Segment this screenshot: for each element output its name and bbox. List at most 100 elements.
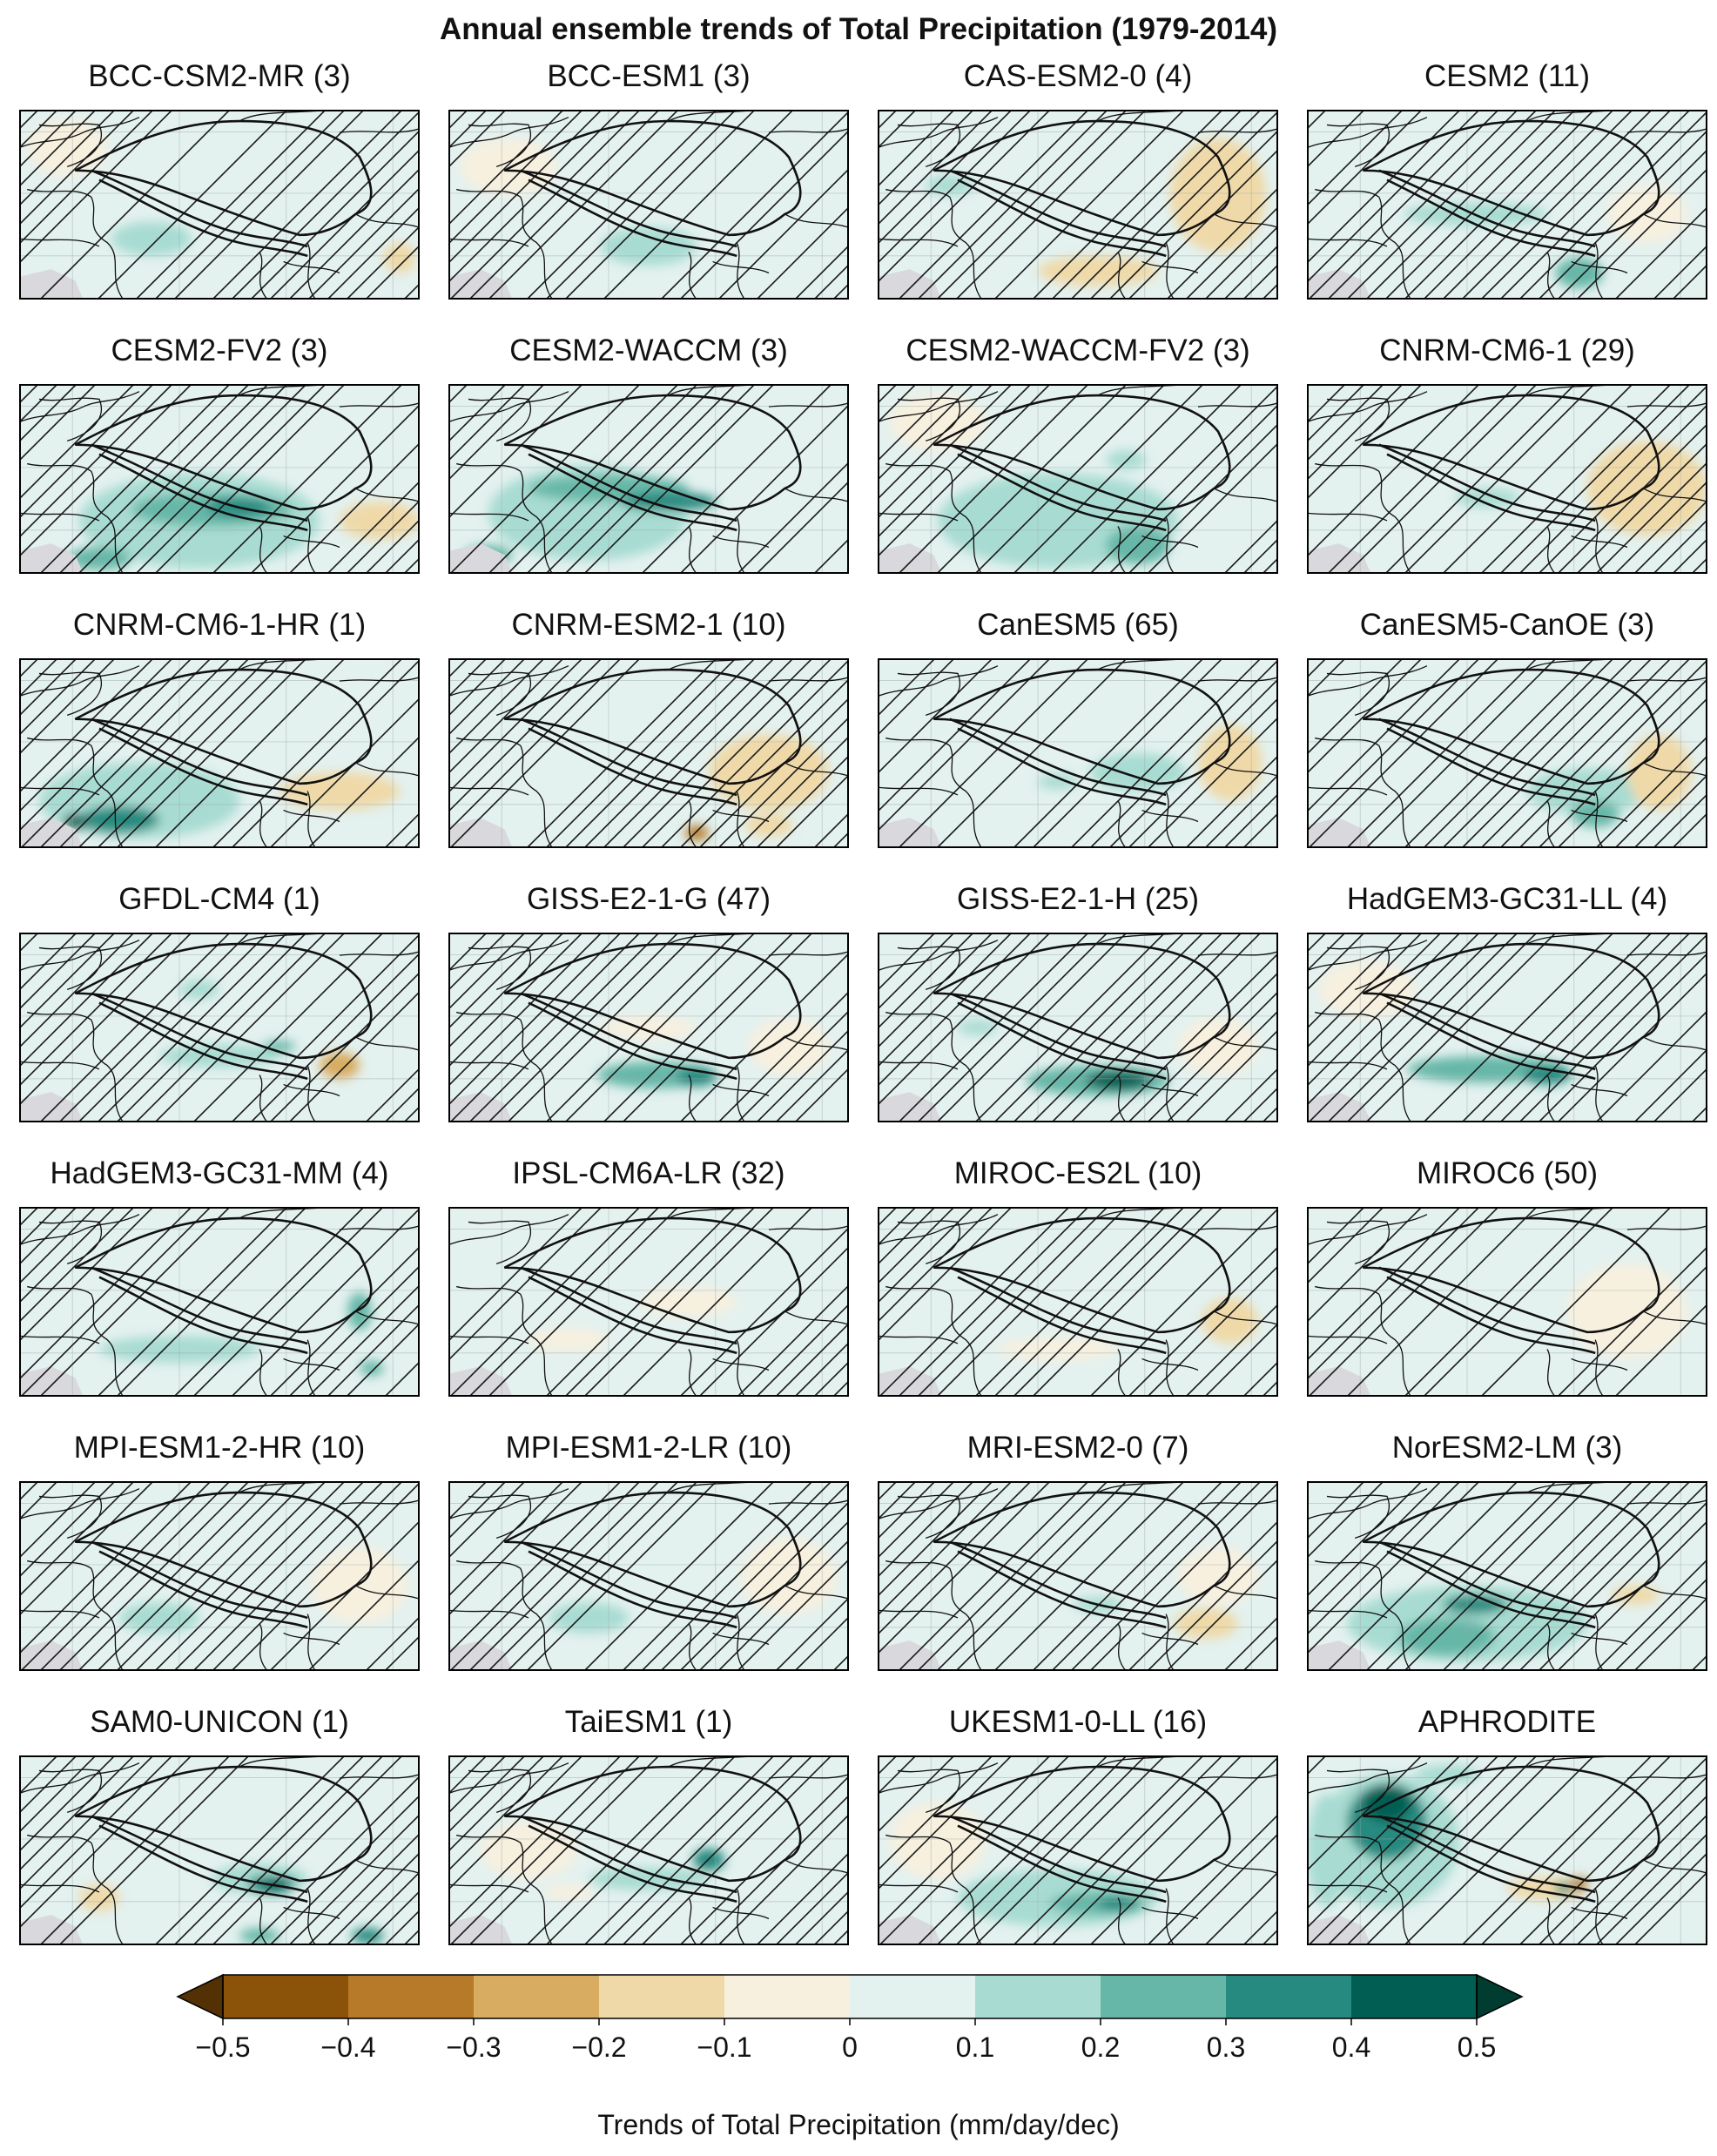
country-border [1198, 952, 1278, 955]
country-border [737, 792, 744, 848]
panel-title: APHRODITE [1417, 1705, 1597, 1739]
country-border [284, 1084, 340, 1095]
map-frame [19, 110, 420, 300]
country-border [1327, 1221, 1389, 1263]
country-border [456, 1561, 552, 1671]
map-frame [878, 384, 1278, 574]
country-border [1307, 1215, 1427, 1245]
country-border [448, 239, 529, 246]
significance-hatching [448, 110, 849, 300]
country-border [784, 488, 849, 502]
plateau-outline [504, 670, 800, 784]
trend-patch [1169, 138, 1267, 253]
map-frame [878, 658, 1278, 848]
country-border [1307, 1610, 1387, 1618]
map-frame [448, 1481, 849, 1671]
himalaya-boundary [1379, 171, 1595, 246]
country-border [1627, 403, 1707, 407]
country-border [713, 810, 769, 821]
map-background [878, 1207, 1278, 1397]
panel-title: GFDL-CM4 (1) [118, 882, 320, 916]
map-panel [19, 384, 420, 574]
country-border [769, 1226, 849, 1230]
country-border [1327, 672, 1389, 715]
trend-patch [79, 806, 159, 833]
country-border [1627, 129, 1707, 132]
plateau-outline [75, 395, 371, 509]
country-border [1198, 1500, 1278, 1504]
country-border [340, 403, 420, 407]
country-border [448, 392, 569, 422]
panel-title: MPI-ESM1-2-LR (10) [505, 1431, 792, 1465]
himalaya-boundary [99, 1552, 307, 1627]
country-border [689, 1075, 697, 1123]
colorbar-tick-label: −0.1 [697, 2031, 751, 2063]
country-border [1315, 464, 1411, 574]
significance-hatching [19, 1481, 420, 1671]
country-border [878, 1489, 998, 1519]
country-border [1643, 1586, 1707, 1599]
colorbar-tick-label: −0.3 [446, 2031, 501, 2063]
ocean-mask [19, 269, 84, 300]
country-border [1547, 1350, 1555, 1398]
trend-patch [1178, 1018, 1258, 1075]
country-border [259, 527, 267, 575]
map-frame [1307, 1755, 1707, 1945]
country-border [1142, 1084, 1198, 1095]
country-border [1315, 190, 1411, 300]
country-border [1118, 1898, 1126, 1946]
himalaya-boundary [958, 1826, 1166, 1902]
panel-title: CESM2-FV2 (3) [111, 334, 328, 367]
country-border [1307, 513, 1387, 521]
country-border [1547, 527, 1555, 575]
country-border [19, 1610, 99, 1618]
country-border [713, 1084, 769, 1095]
country-border [1214, 214, 1278, 227]
himalaya-boundary [1387, 455, 1595, 530]
himalaya-boundary [1379, 719, 1595, 795]
panel-title: SAM0-UNICON (1) [90, 1705, 349, 1739]
country-border [1643, 488, 1707, 502]
trend-patch [1607, 185, 1687, 243]
panel-title: CanESM5 (65) [977, 608, 1179, 642]
ocean-mask [448, 1915, 513, 1945]
trend-patch [889, 393, 986, 451]
himalaya-boundary [91, 719, 307, 795]
country-border [307, 1614, 315, 1671]
panel-title: HadGEM3-GC31-LL (4) [1346, 882, 1668, 916]
significance-hatching [878, 1207, 1278, 1397]
colorbar-segment [1226, 1975, 1351, 2018]
country-border [1315, 738, 1411, 848]
colorbar-tick-label: 0.4 [1332, 2031, 1370, 2063]
trend-patch [1611, 1585, 1660, 1605]
country-border [885, 190, 981, 300]
country-border [1627, 1226, 1707, 1230]
country-border [468, 1221, 530, 1263]
country-border [456, 464, 552, 574]
country-border [878, 1215, 998, 1245]
country-border [340, 1226, 420, 1230]
plateau-outline [504, 1492, 800, 1607]
himalaya-boundary [91, 1268, 307, 1344]
significance-hatching [1307, 1481, 1707, 1671]
panel-title: CNRM-CM6-1 (29) [1379, 334, 1635, 367]
himalaya-boundary [1387, 180, 1595, 256]
plateau-outline [75, 1218, 371, 1332]
map-panel [19, 110, 420, 300]
panel-title: TaiESM1 (1) [564, 1705, 733, 1739]
country-border [878, 1336, 958, 1344]
plateau-outline [504, 121, 800, 235]
country-border [1142, 261, 1198, 273]
country-border [1166, 517, 1174, 574]
map-frame [19, 1481, 420, 1671]
country-border [448, 118, 569, 148]
panel-title: NorESM2-LM (3) [1391, 1431, 1623, 1465]
country-border [19, 1215, 139, 1245]
himalaya-boundary [521, 171, 737, 246]
himalaya-boundary [529, 1826, 737, 1902]
country-border [885, 1287, 981, 1397]
significance-hatching [448, 1755, 849, 1945]
himalaya-boundary [1387, 1277, 1595, 1353]
trend-patch [589, 1867, 709, 1890]
country-border [1142, 1633, 1198, 1644]
